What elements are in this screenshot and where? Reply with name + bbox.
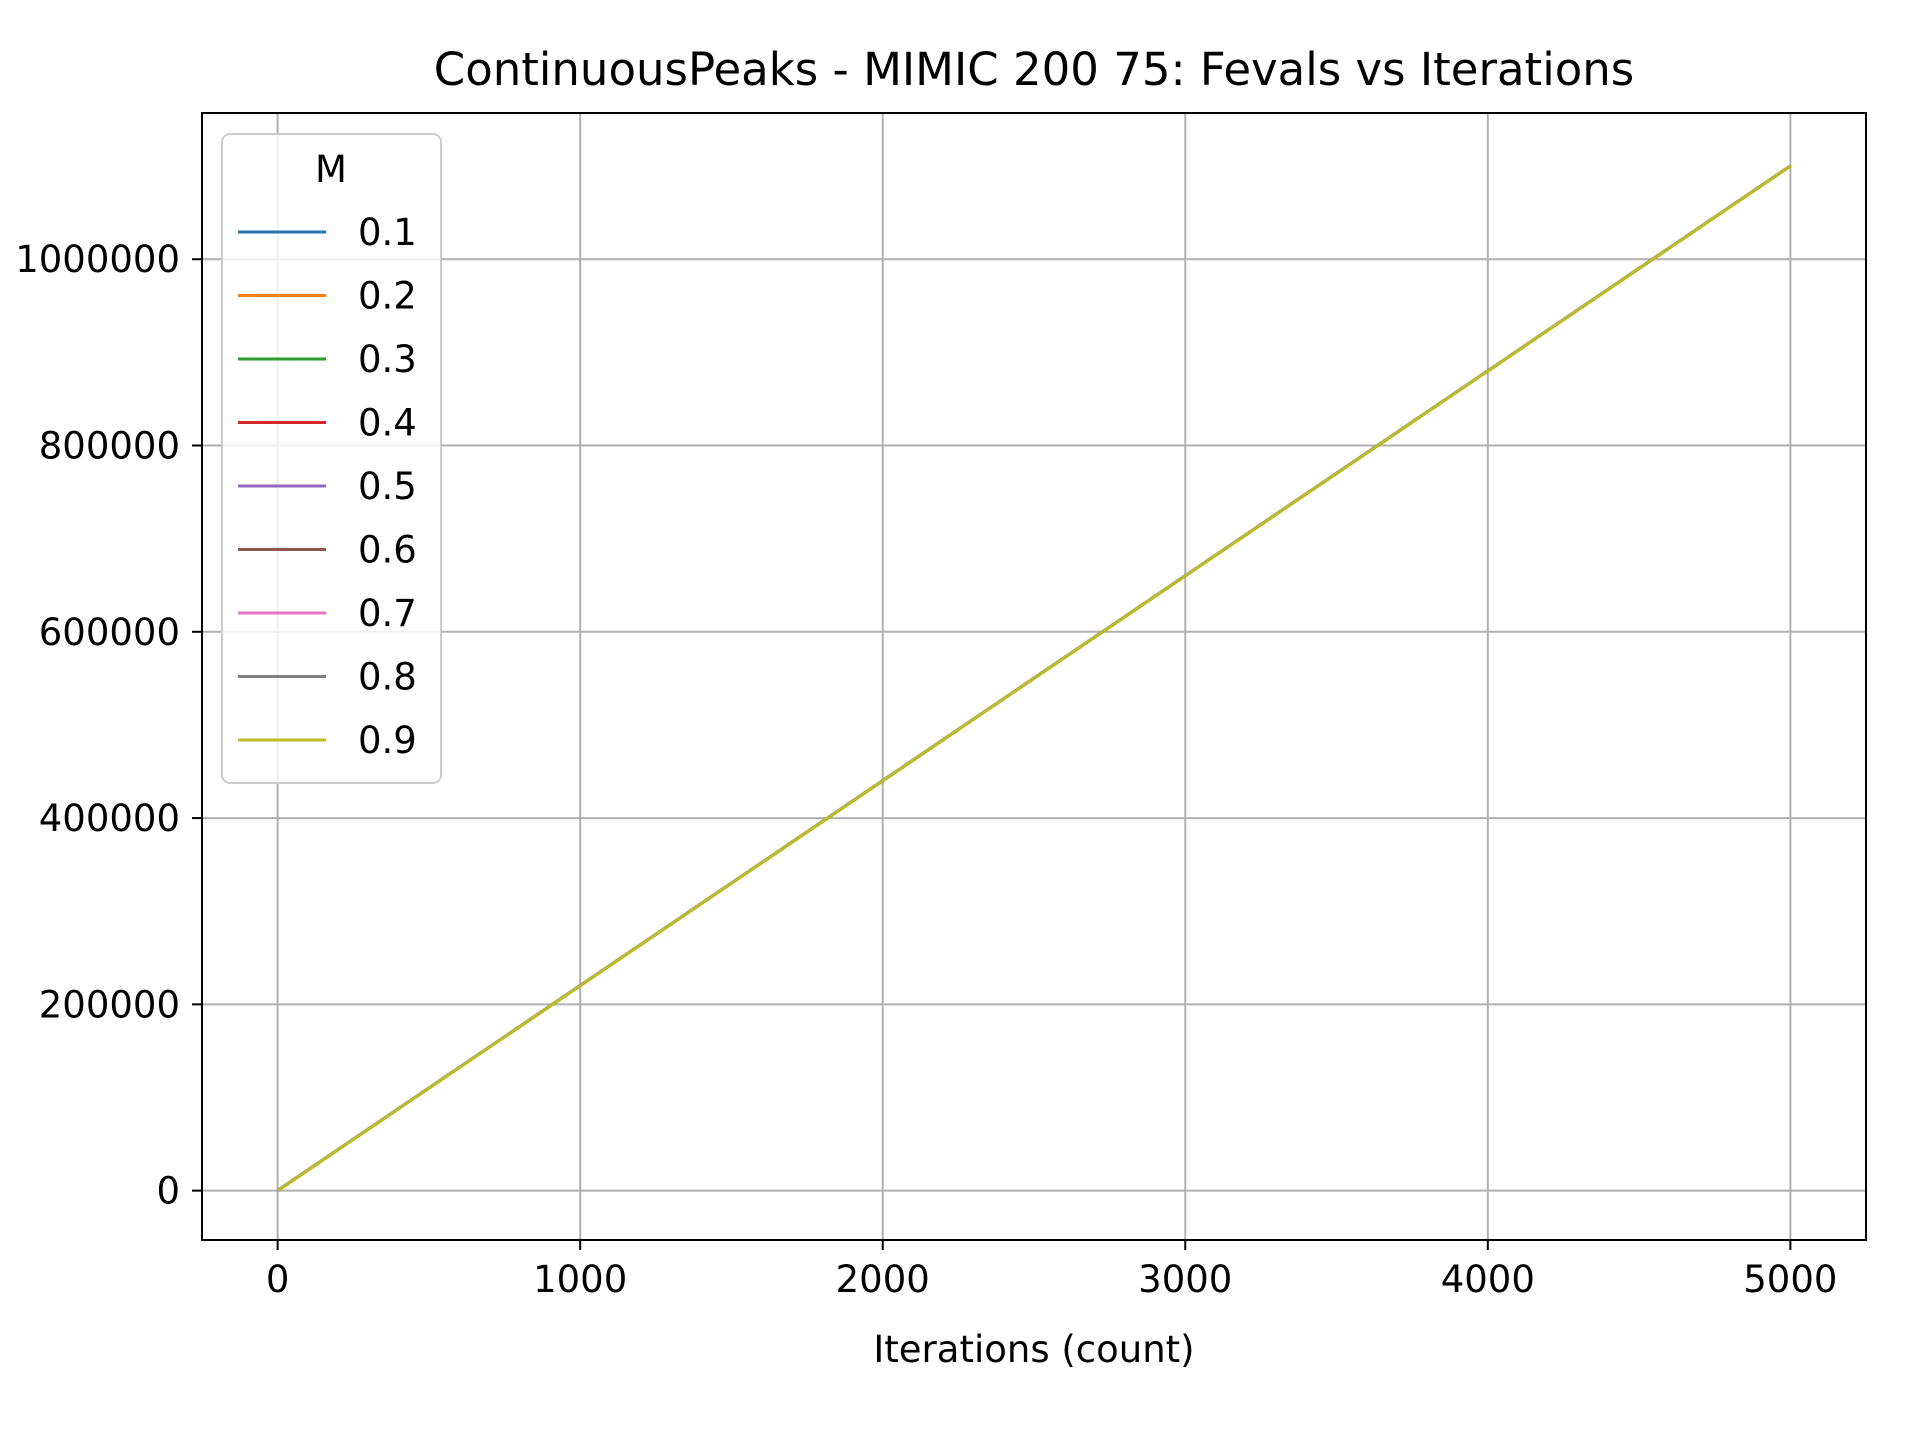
plot-frame [201,112,1867,1241]
legend-label: 0.6 [358,529,417,572]
grid-lines [202,113,1866,1240]
chart-title: ContinuousPeaks - MIMIC 200 75: Fevals v… [434,43,1634,96]
legend-title: M [315,148,347,191]
legend-label: 0.3 [358,338,417,381]
y-axis: 0 200000 400000 600000 800000 1000000 [15,238,202,1213]
x-axis-label: Iterations (count) [873,1328,1194,1371]
x-axis: 0 1000 2000 3000 4000 5000 [266,1240,1837,1301]
y-tick-label: 200000 [39,983,180,1026]
legend-label: 0.8 [358,656,417,699]
legend-label: 0.2 [358,275,417,318]
legend: M 0.1 0.2 0.3 0.4 0.5 0.6 0.7 0.8 0.9 [221,133,442,784]
y-tick-label: 600000 [39,611,180,654]
series-line-0.9 [276,164,1792,1192]
y-tick-label: 800000 [39,425,180,468]
legend-label: 0.4 [358,402,417,445]
legend-items: 0.1 0.2 0.3 0.4 0.5 0.6 0.7 0.8 0.9 [238,211,417,762]
y-tick-label: 1000000 [15,238,180,281]
y-tick-label: 0 [156,1170,180,1213]
x-tick-label: 1000 [533,1258,627,1301]
x-tick-label: 3000 [1138,1258,1232,1301]
legend-label: 0.5 [358,465,417,508]
legend-label: 0.9 [358,719,417,762]
legend-label: 0.7 [358,592,417,635]
x-tick-label: 2000 [836,1258,930,1301]
y-tick-label: 400000 [39,797,180,840]
plot-series [276,164,1792,1192]
x-tick-label: 0 [266,1258,290,1301]
legend-label: 0.1 [358,211,417,254]
x-tick-label: 4000 [1441,1258,1535,1301]
x-tick-label: 5000 [1743,1258,1837,1301]
